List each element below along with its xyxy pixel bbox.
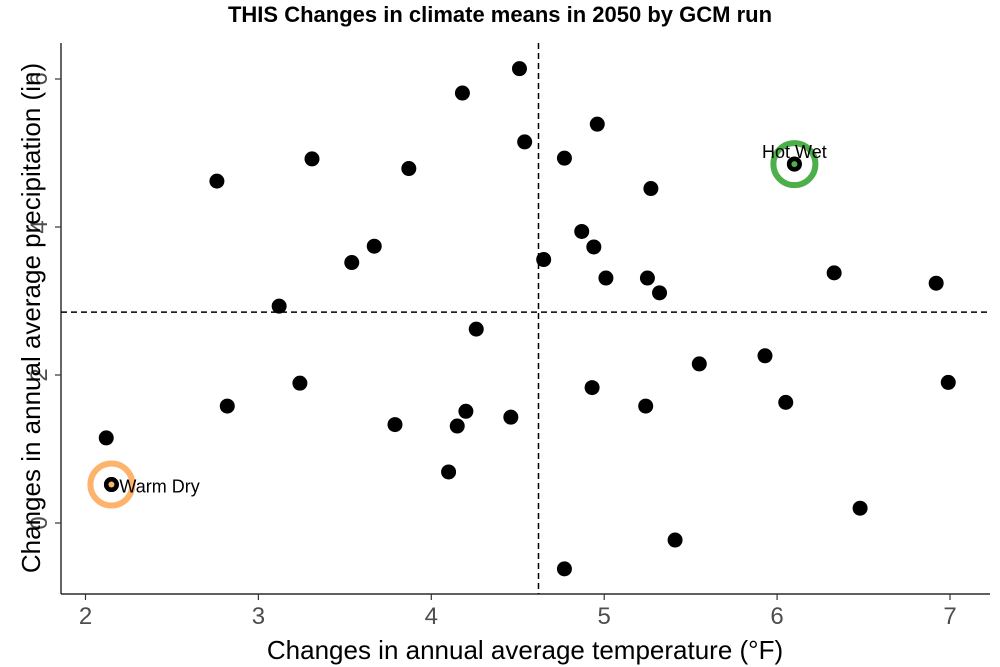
- data-point: [928, 275, 944, 291]
- data-point: [852, 500, 868, 516]
- data-points: [98, 61, 956, 577]
- data-point: [292, 375, 308, 391]
- data-point: [667, 532, 683, 548]
- x-axis-ticks: 2 3 4 5 6 7: [79, 594, 957, 630]
- data-point: [271, 298, 287, 314]
- highlight-point-center: [791, 161, 798, 168]
- x-tick-label: 4: [425, 603, 438, 630]
- data-point: [468, 321, 484, 337]
- data-point: [454, 85, 470, 101]
- x-tick-label: 5: [598, 603, 611, 630]
- data-point: [556, 561, 572, 577]
- x-tick-label: 6: [770, 603, 783, 630]
- data-point: [449, 418, 465, 434]
- data-point: [98, 430, 114, 446]
- data-point: [387, 417, 403, 433]
- data-point: [589, 116, 605, 132]
- data-point: [643, 181, 659, 197]
- chart-title: THIS Changes in climate means in 2050 by…: [227, 2, 773, 27]
- data-point: [304, 151, 320, 167]
- highlight-point-center: [108, 481, 115, 488]
- y-axis-ticks: 0 2 4 6: [26, 72, 61, 530]
- data-point: [584, 380, 600, 396]
- data-point: [652, 285, 668, 301]
- reference-lines: [61, 43, 990, 594]
- annotation-label: Hot Wet: [762, 142, 827, 162]
- data-point: [556, 150, 572, 166]
- data-point: [511, 61, 527, 77]
- data-point: [639, 270, 655, 286]
- data-point: [778, 394, 794, 410]
- data-point: [691, 356, 707, 372]
- data-point: [574, 223, 590, 239]
- y-tick-label: 0: [26, 516, 53, 529]
- data-point: [458, 403, 474, 419]
- y-tick-label: 2: [26, 368, 53, 381]
- data-point: [503, 409, 519, 425]
- data-point: [638, 398, 654, 414]
- data-point: [940, 374, 956, 390]
- data-point: [441, 464, 457, 480]
- x-tick-label: 2: [79, 603, 92, 630]
- highlight-rings: Hot Wet Warm Dry: [87, 140, 827, 509]
- data-point: [598, 270, 614, 286]
- x-axis-title: Changes in annual average temperature (°…: [267, 635, 783, 665]
- data-point: [344, 255, 360, 271]
- x-tick-label: 3: [252, 603, 265, 630]
- y-tick-label: 6: [26, 72, 53, 85]
- x-tick-label: 7: [943, 603, 956, 630]
- data-point: [209, 173, 225, 189]
- y-axis-title: Changes in annual average precipitation …: [16, 63, 46, 573]
- highlight-ring: [770, 140, 819, 189]
- data-point: [586, 239, 602, 255]
- data-point: [826, 265, 842, 281]
- data-point: [517, 134, 533, 150]
- y-tick-label: 4: [26, 220, 53, 233]
- data-point: [536, 252, 552, 268]
- data-point: [219, 398, 235, 414]
- data-point: [401, 161, 417, 177]
- data-point: [757, 348, 773, 364]
- highlight-ring: [87, 460, 136, 509]
- annotation-label: Warm Dry: [119, 477, 199, 497]
- data-point: [366, 238, 382, 254]
- axes: [60, 43, 990, 595]
